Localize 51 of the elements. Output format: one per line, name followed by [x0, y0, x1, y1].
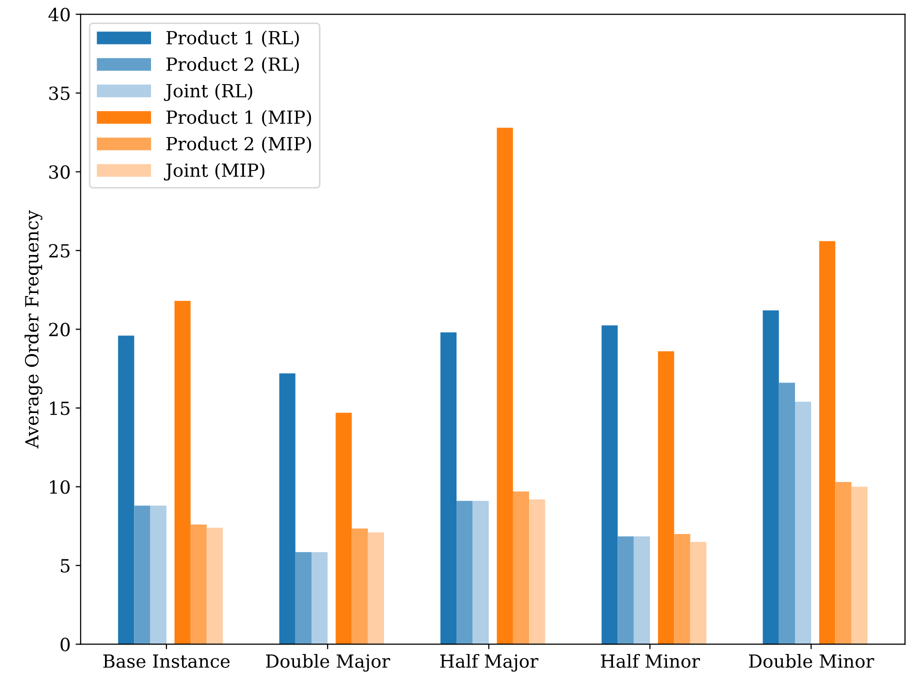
bar [352, 528, 368, 644]
bar [674, 534, 690, 644]
bar [795, 402, 812, 644]
bar [368, 532, 384, 644]
bar [279, 373, 296, 644]
bar [762, 310, 779, 644]
bar [618, 536, 634, 644]
legend-label: Product 1 (MIP) [166, 110, 312, 127]
y-tick-label: 30 [49, 165, 70, 179]
bar [496, 128, 513, 644]
bar [295, 552, 312, 644]
y-axis-title: Average Order Frequency [24, 210, 42, 449]
legend-label: Product 1 (RL) [166, 30, 299, 48]
bar [456, 500, 473, 644]
bar [311, 552, 328, 644]
bar [602, 325, 618, 644]
legend-label: Joint (MIP) [164, 163, 264, 181]
bar [690, 542, 706, 644]
x-tick-label: Base Instance [103, 654, 230, 668]
x-tick-label: Half Major [440, 654, 538, 672]
bar [118, 336, 134, 644]
x-tick-label: Double Minor [749, 654, 874, 668]
y-tick-label: 35 [49, 86, 70, 100]
y-tick-label: 10 [50, 480, 70, 494]
bar [835, 482, 852, 644]
bar [658, 351, 674, 644]
bar [150, 506, 166, 644]
bar [472, 500, 489, 644]
bar [819, 241, 836, 644]
legend-label: Product 2 (RL) [166, 57, 299, 74]
y-tick-label: 5 [60, 559, 70, 573]
bar [134, 506, 150, 644]
bar [529, 499, 546, 644]
legend-label: Product 2 (MIP) [166, 136, 312, 154]
bar [190, 524, 207, 644]
x-tick-label: Double Major [266, 654, 390, 672]
bar [206, 528, 223, 644]
y-tick-label: 40 [48, 8, 70, 22]
bar [336, 412, 352, 644]
y-tick-label: 20 [49, 322, 70, 336]
bar [851, 486, 868, 644]
x-tick-label: Half Minor [600, 654, 700, 668]
bar [440, 332, 457, 644]
bar [634, 536, 650, 644]
bar [512, 491, 530, 644]
y-tick-label: 15 [50, 401, 70, 416]
bar [174, 300, 191, 644]
legend-label: Joint (RL) [164, 84, 252, 102]
y-tick-label: 0 [60, 638, 70, 652]
bar [778, 382, 796, 644]
y-tick-label: 25 [49, 244, 70, 258]
